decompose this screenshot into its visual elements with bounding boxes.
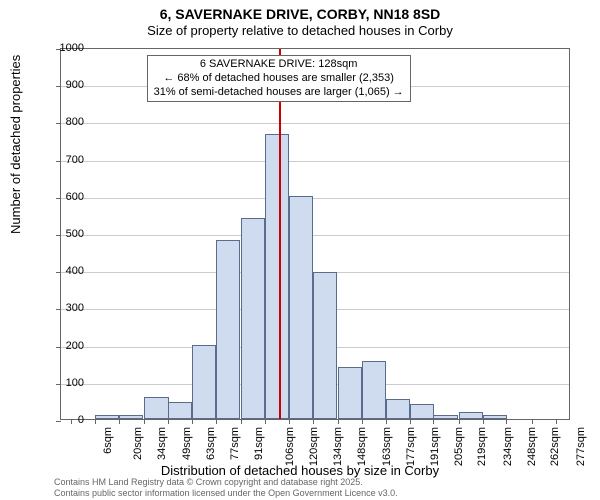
- histogram-bar: [313, 272, 337, 419]
- x-tick-label: 63sqm: [205, 427, 217, 460]
- histogram-bar: [410, 404, 434, 419]
- histogram-bar: [386, 399, 410, 419]
- x-tick-mark: [265, 419, 266, 424]
- x-tick-label: 262sqm: [550, 427, 562, 466]
- footer: Contains HM Land Registry data © Crown c…: [54, 477, 398, 498]
- gridline-h: [61, 198, 569, 199]
- histogram-bar: [192, 345, 216, 419]
- gridline-h: [61, 161, 569, 162]
- x-tick-label: 34sqm: [156, 427, 168, 460]
- x-tick-label: 20sqm: [132, 427, 144, 460]
- annotation-line: 6 SAVERNAKE DRIVE: 128sqm: [154, 58, 404, 72]
- x-tick-label: 106sqm: [284, 427, 296, 466]
- x-tick-label: 163sqm: [381, 427, 393, 466]
- x-tick-label: 77sqm: [229, 427, 241, 460]
- histogram-bar: [241, 218, 265, 419]
- x-tick-mark: [459, 419, 460, 424]
- x-tick-mark: [506, 419, 507, 424]
- histogram-bar: [459, 412, 483, 419]
- histogram-bar: [168, 402, 192, 419]
- histogram-bar: [216, 240, 240, 419]
- gridline-h: [61, 123, 569, 124]
- y-tick-label: 1000: [44, 42, 84, 54]
- x-tick-mark: [144, 419, 145, 424]
- x-tick-label: 205sqm: [453, 427, 465, 466]
- x-tick-mark: [556, 419, 557, 424]
- annotation-line: ← 68% of detached houses are smaller (2,…: [154, 72, 404, 86]
- y-tick-label: 500: [44, 228, 84, 240]
- annotation-line: 31% of semi-detached houses are larger (…: [154, 86, 404, 100]
- x-tick-label: 148sqm: [356, 427, 368, 466]
- x-tick-label: 91sqm: [253, 427, 265, 460]
- x-tick-mark: [433, 419, 434, 424]
- x-tick-mark: [95, 419, 96, 424]
- x-tick-mark: [241, 419, 242, 424]
- x-tick-label: 120sqm: [308, 427, 320, 466]
- histogram-bar: [483, 415, 507, 419]
- histogram-bar: [265, 134, 289, 419]
- x-tick-label: 177sqm: [405, 427, 417, 466]
- x-tick-label: 234sqm: [502, 427, 514, 466]
- y-tick-label: 800: [44, 116, 84, 128]
- histogram-bar: [362, 361, 386, 419]
- x-tick-label: 6sqm: [102, 427, 114, 454]
- histogram-bar: [289, 196, 313, 419]
- histogram-bar: [338, 367, 362, 419]
- x-tick-mark: [192, 419, 193, 424]
- reference-line: [279, 49, 281, 419]
- y-tick-label: 0: [44, 414, 84, 426]
- histogram-bar: [144, 397, 168, 419]
- x-tick-mark: [289, 419, 290, 424]
- x-tick-label: 248sqm: [526, 427, 538, 466]
- x-tick-mark: [216, 419, 217, 424]
- gridline-h: [61, 235, 569, 236]
- y-tick-label: 600: [44, 191, 84, 203]
- y-tick-label: 400: [44, 265, 84, 277]
- plot-area: 6sqm20sqm34sqm49sqm63sqm77sqm91sqm106sqm…: [60, 48, 570, 420]
- x-tick-mark: [119, 419, 120, 424]
- x-tick-mark: [313, 419, 314, 424]
- x-tick-label: 191sqm: [429, 427, 441, 466]
- y-tick-label: 700: [44, 154, 84, 166]
- x-tick-mark: [532, 419, 533, 424]
- chart-title: 6, SAVERNAKE DRIVE, CORBY, NN18 8SD: [0, 0, 600, 23]
- plot-wrap: 6sqm20sqm34sqm49sqm63sqm77sqm91sqm106sqm…: [60, 48, 570, 420]
- y-tick-label: 300: [44, 302, 84, 314]
- x-axis-label: Distribution of detached houses by size …: [0, 463, 600, 478]
- chart-subtitle: Size of property relative to detached ho…: [0, 23, 600, 43]
- x-tick-mark: [338, 419, 339, 424]
- y-tick-label: 100: [44, 377, 84, 389]
- x-tick-label: 277sqm: [575, 427, 587, 466]
- x-tick-mark: [483, 419, 484, 424]
- x-tick-label: 49sqm: [181, 427, 193, 460]
- histogram-bar: [119, 415, 143, 419]
- x-tick-mark: [386, 419, 387, 424]
- histogram-bar: [433, 415, 457, 419]
- x-tick-mark: [168, 419, 169, 424]
- histogram-bar: [95, 415, 119, 419]
- y-axis-label: Number of detached properties: [8, 55, 23, 234]
- y-tick-label: 200: [44, 340, 84, 352]
- footer-line-2: Contains public sector information licen…: [54, 488, 398, 498]
- x-tick-mark: [410, 419, 411, 424]
- x-tick-mark: [362, 419, 363, 424]
- annotation-box: 6 SAVERNAKE DRIVE: 128sqm← 68% of detach…: [147, 55, 411, 102]
- y-tick-label: 900: [44, 79, 84, 91]
- footer-line-1: Contains HM Land Registry data © Crown c…: [54, 477, 398, 487]
- x-tick-label: 134sqm: [332, 427, 344, 466]
- x-tick-label: 219sqm: [476, 427, 488, 466]
- chart-container: 6, SAVERNAKE DRIVE, CORBY, NN18 8SD Size…: [0, 0, 600, 500]
